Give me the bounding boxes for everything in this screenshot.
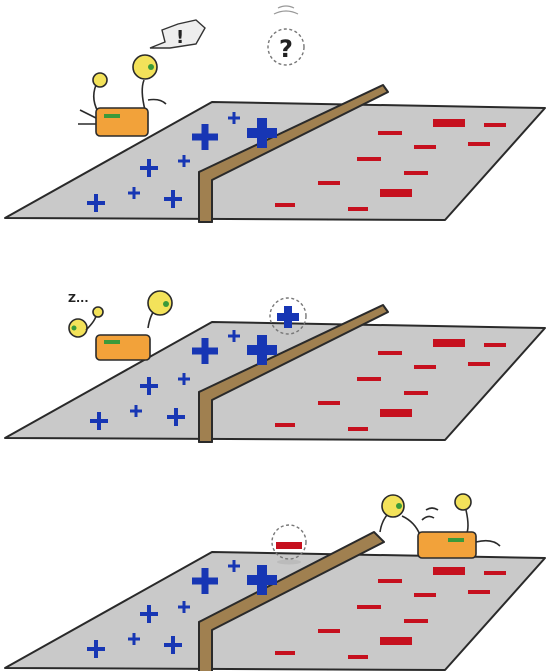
minus-sign [468,142,490,146]
plus-sign [192,568,218,594]
minus-sign [380,189,412,197]
plus-sign [178,155,190,167]
plus-sign [90,412,108,430]
minus-sign [348,655,368,659]
plus-sign [164,190,182,208]
minus-sign [348,207,368,211]
minus-sign [275,423,295,427]
minus-sign [484,571,506,575]
minus-sign [468,362,490,366]
minus-sign [357,605,381,609]
minus-signs [275,339,506,431]
minus-sign [318,401,340,405]
unknown-sign-bubble: ? [267,5,305,66]
plus-sign [140,605,158,623]
divider-wall [198,304,389,443]
minus-sign [414,365,436,369]
minus-sign [433,119,465,127]
plus-sign [247,118,277,148]
revealed-sign-label: + [0,218,1,221]
minus-sign [484,343,506,347]
plus-sign [247,335,277,365]
plus-sign [192,338,218,364]
sleep-symbol: Z... [68,292,89,305]
revealed-plus-sign [277,306,299,328]
alert-symbol: ! [176,27,184,48]
panel-2: Z... + [0,218,546,443]
panel-1: ! ? [4,5,546,223]
revealed-sign-label: - [0,449,1,451]
minus-sign [484,123,506,127]
minus-sign [404,391,428,395]
divider-wall [198,84,389,223]
minus-sign [275,203,295,207]
minus-sign [404,171,428,175]
plus-sign [164,636,182,654]
minus-sign [357,157,381,161]
minus-sign [357,377,381,381]
minus-sign [318,629,340,633]
plus-sign [247,565,277,595]
plus-sign [167,408,185,426]
plus-sign [87,640,105,658]
plus-sign [128,187,140,199]
robot [379,493,501,559]
minus-sign [380,637,412,645]
plus-signs [87,560,277,658]
minus-sign [468,590,490,594]
plus-sign [228,330,240,342]
question-symbol: ? [279,35,293,63]
minus-sign [378,579,402,583]
revealed-sign-bubble: - [0,449,307,565]
minus-sign [404,619,428,623]
plus-sign [128,633,140,645]
minus-signs [275,567,506,659]
minus-sign [433,339,465,347]
revealed-sign-bubble: + [0,218,307,335]
minus-sign [318,181,340,185]
plus-sign [228,560,240,572]
plus-sign [178,601,190,613]
robot [78,54,167,137]
plus-signs [90,330,277,430]
plus-sign [87,194,105,212]
plus-signs [87,112,277,212]
plus-sign [192,124,218,150]
robot: Z... [68,290,173,361]
plus-sign [130,405,142,417]
minus-sign [414,593,436,597]
minus-signs [275,119,506,211]
plus-sign [178,373,190,385]
speech-bubble: ! [149,19,206,49]
minus-sign [380,409,412,417]
minus-sign [378,131,402,135]
revealed-minus-sign [276,542,302,549]
divider-wall [198,531,385,671]
minus-sign [414,145,436,149]
plus-sign [140,159,158,177]
plus-sign [228,112,240,124]
plus-sign [140,377,158,395]
minus-sign [275,651,295,655]
minus-sign [378,351,402,355]
minus-sign [433,567,465,575]
panel-3: - [0,449,546,671]
minus-sign [348,427,368,431]
